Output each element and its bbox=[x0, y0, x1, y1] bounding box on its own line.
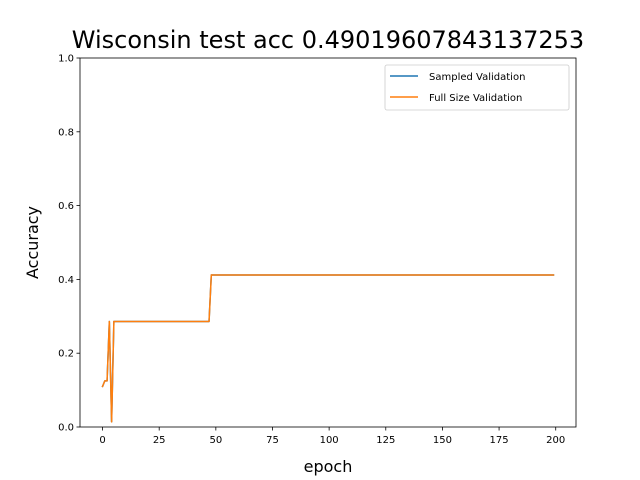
series-line-full-size-validation bbox=[101, 274, 555, 423]
x-tick-label: 100 bbox=[320, 435, 339, 446]
y-axis: 0.0 0.2 0.4 0.6 0.8 1.0 bbox=[58, 54, 80, 434]
y-tick-label: 0.2 bbox=[58, 349, 74, 360]
chart-title: Wisconsin test acc 0.49019607843137253 bbox=[72, 26, 584, 54]
x-tick-label: 175 bbox=[490, 435, 509, 446]
legend-label: Full Size Validation bbox=[429, 93, 522, 104]
legend: Sampled Validation Full Size Validation bbox=[384, 64, 570, 111]
x-tick-label: 50 bbox=[209, 435, 222, 446]
x-tick-label: 75 bbox=[266, 435, 279, 446]
y-tick-label: 0.4 bbox=[58, 275, 74, 286]
x-tick-label: 0 bbox=[99, 435, 105, 446]
x-tick-label: 25 bbox=[153, 435, 166, 446]
series-layer bbox=[101, 274, 555, 423]
legend-box bbox=[384, 64, 570, 111]
x-axis: 0 25 50 75 100 125 150 175 200 bbox=[99, 427, 565, 446]
y-tick-label: 0.6 bbox=[58, 201, 74, 212]
x-tick-label: 150 bbox=[433, 435, 452, 446]
y-axis-label: Accuracy bbox=[23, 206, 42, 279]
x-tick-label: 200 bbox=[546, 435, 565, 446]
axes-frame bbox=[79, 57, 577, 428]
y-tick-label: 0.0 bbox=[58, 423, 74, 434]
x-tick-label: 125 bbox=[376, 435, 395, 446]
x-axis-label: epoch bbox=[304, 457, 353, 476]
y-tick-label: 1.0 bbox=[58, 54, 74, 65]
y-tick-label: 0.8 bbox=[58, 127, 74, 138]
legend-label: Sampled Validation bbox=[429, 72, 525, 83]
